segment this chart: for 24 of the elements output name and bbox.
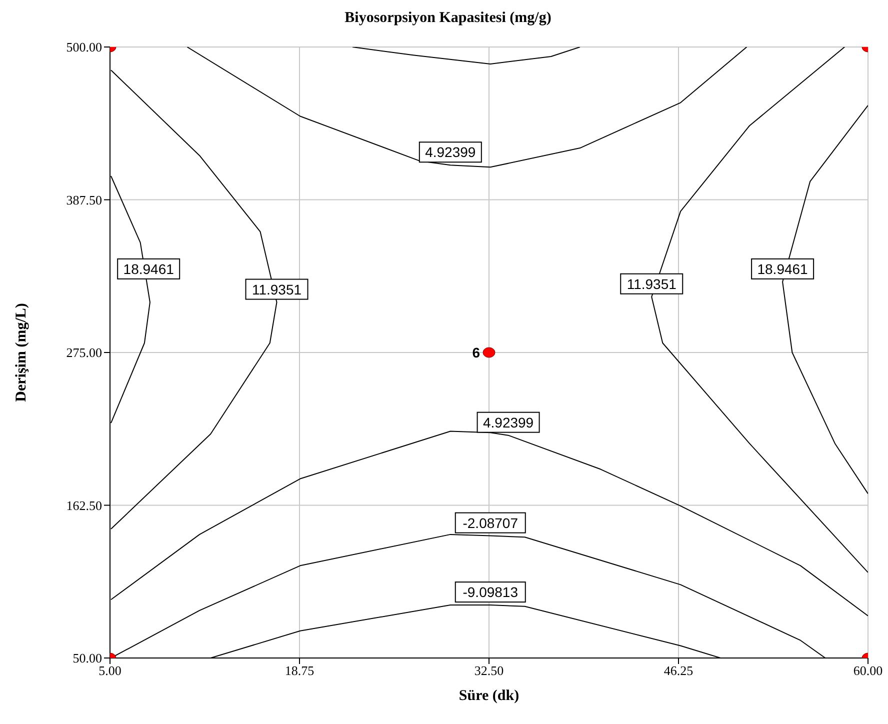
y-tick-label: 387.50 [66,192,102,208]
y-tick-label: 50.00 [72,650,102,666]
line-series [352,47,580,64]
y-tick-label: 275.00 [66,345,102,360]
annotation: 4.92399 [425,144,476,160]
x-tick-label: 60.00 [853,663,883,678]
annotation: 6 [472,344,480,360]
annotation: 11.9351 [252,281,302,298]
annotation: 11.9351 [626,276,677,292]
annotation: -9.09813 [462,584,518,600]
y-tick-label: 162.50 [66,498,102,513]
y-axis-title: Derişim (mg/L) [13,303,30,402]
annotation: 4.92399 [482,414,534,430]
annotation: -2.08707 [462,514,518,531]
annotation: 18.9461 [123,260,174,277]
x-tick-label: 5.00 [98,663,122,678]
annotation: 18.9461 [757,260,808,277]
x-tick-label: 46.25 [664,663,694,678]
x-tick-label: 32.50 [474,663,504,678]
y-tick-label: 500.00 [66,40,102,55]
chart-title: Biyosorpsiyon Kapasitesi (mg/g) [344,10,552,27]
x-tick-label: 18.75 [284,663,314,678]
x-axis-title: Süre (dk) [458,688,520,704]
line-series [186,47,748,168]
